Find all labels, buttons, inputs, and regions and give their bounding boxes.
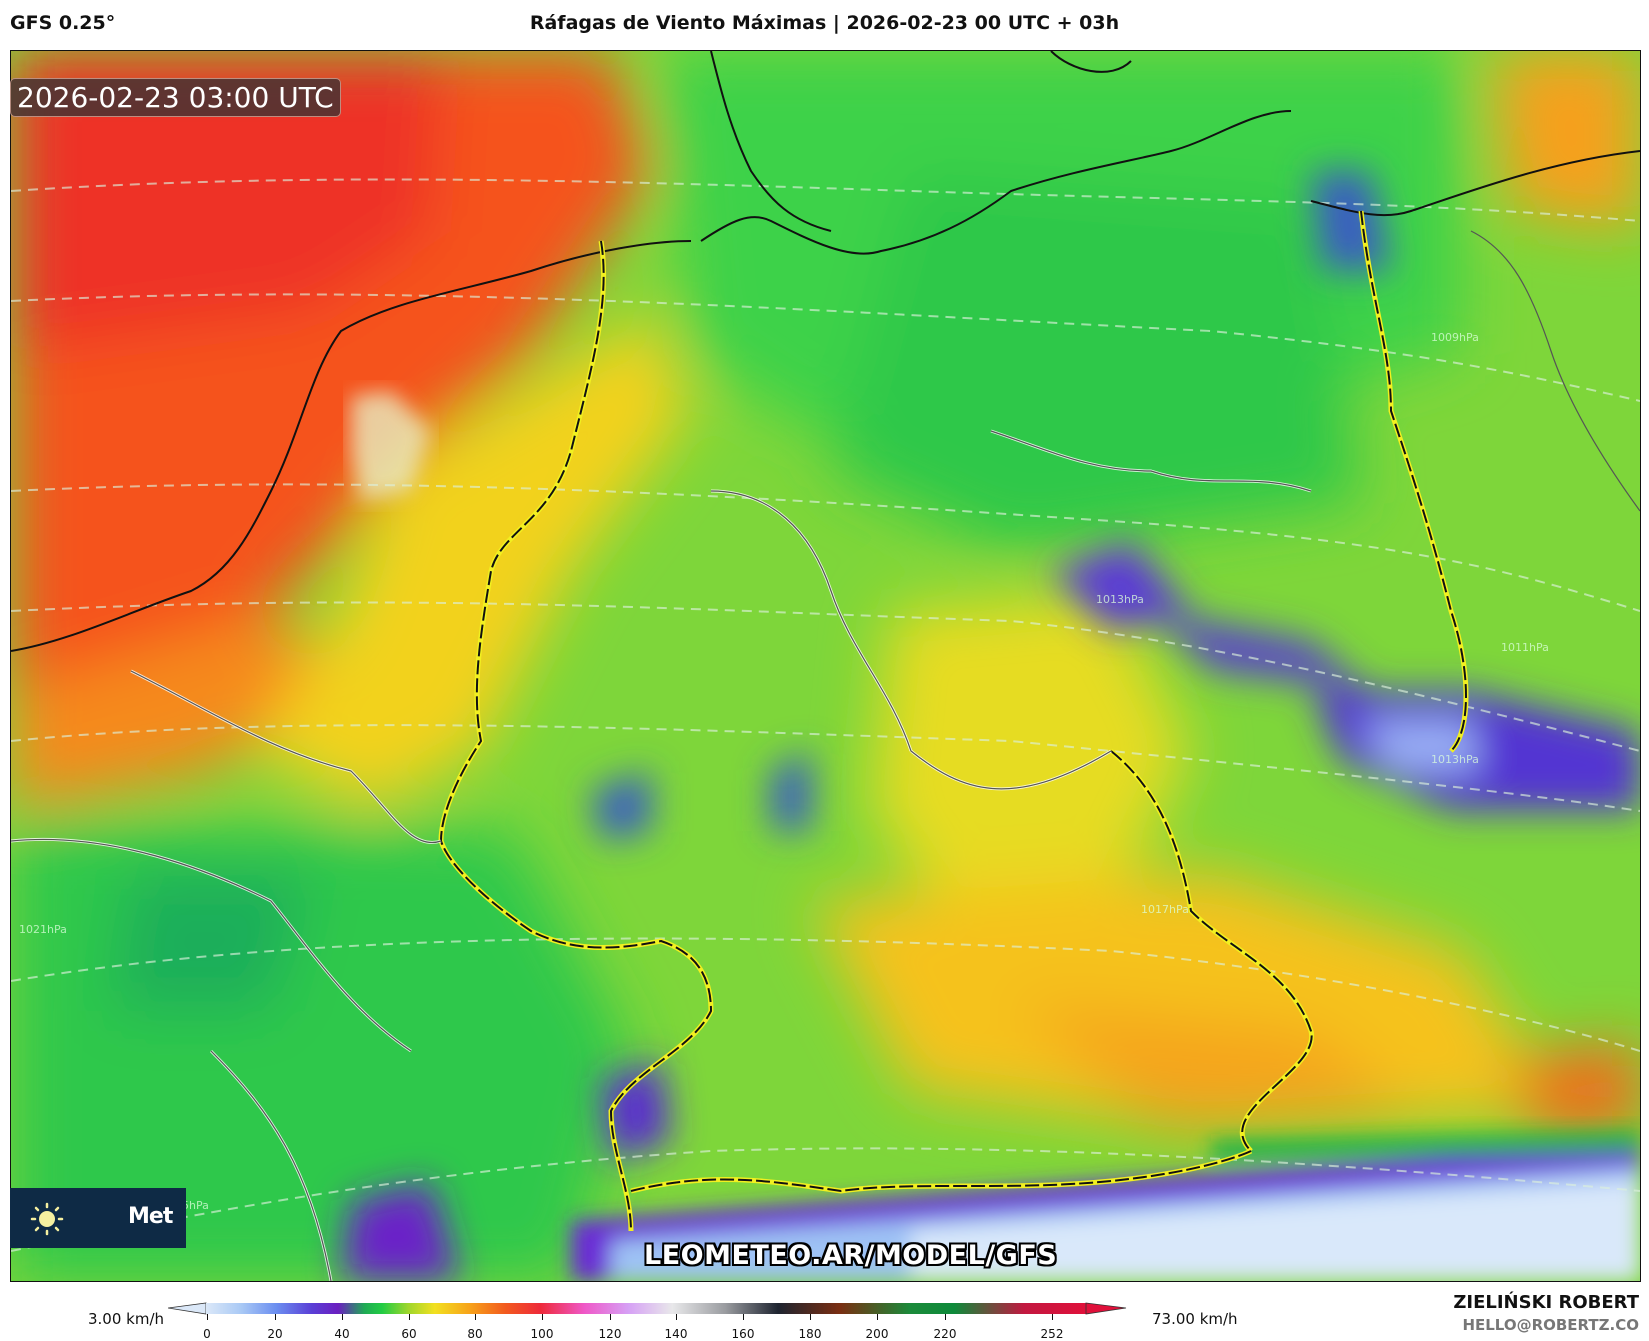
site-logo[interactable]: Met: [10, 1188, 186, 1248]
colorbar-tick: 0: [203, 1327, 211, 1341]
colorbar-tick: 120: [598, 1327, 622, 1341]
author-name: ZIELIŃSKI ROBERT: [1453, 1292, 1639, 1313]
isobar-label: 1013hPa: [1431, 753, 1479, 766]
colorbar-tick: 20: [267, 1327, 283, 1341]
colorbar-tick: 220: [933, 1327, 957, 1341]
colorbar-tick: 252: [1040, 1327, 1064, 1341]
colorbar-max-label: 73.00 km/h: [1152, 1310, 1238, 1328]
sun-icon: [30, 1202, 64, 1240]
isobar-label: 1013hPa: [1096, 593, 1144, 606]
colorbar: [168, 1302, 1127, 1315]
source-watermark: LEOMETEO.AR/MODEL/GFS: [644, 1240, 1058, 1271]
colorbar-tick: 60: [401, 1327, 417, 1341]
author-email[interactable]: HELLO@ROBERTZ.CO: [1462, 1316, 1639, 1334]
valid-time-label: 2026-02-23 03:00 UTC: [10, 78, 341, 117]
colorbar-tick: 40: [334, 1327, 350, 1341]
chart-title: Ráfagas de Viento Máximas | 2026-02-23 0…: [529, 12, 1120, 34]
map-field: 1021hPa 1025hPa 1009hPa 1011hPa 1013hPa …: [11, 51, 1640, 1281]
wind-gust-map[interactable]: 1021hPa 1025hPa 1009hPa 1011hPa 1013hPa …: [10, 50, 1641, 1282]
logo-text: Met: [128, 1204, 173, 1229]
isobar-label: 1011hPa: [1501, 641, 1549, 654]
colorbar-tick: 160: [731, 1327, 755, 1341]
colorbar-tick: 200: [865, 1327, 889, 1341]
isobar-label: 1017hPa: [1141, 903, 1189, 916]
colorbar-tick: 100: [530, 1327, 554, 1341]
isobar-label: 1009hPa: [1431, 331, 1479, 344]
colorbar-min-label: 3.00 km/h: [88, 1310, 165, 1328]
colorbar-tick: 140: [664, 1327, 688, 1341]
model-label: GFS 0.25°: [10, 12, 116, 34]
colorbar-tick: 80: [467, 1327, 483, 1341]
colorbar-tick: 180: [798, 1327, 822, 1341]
isobar-label: 1021hPa: [19, 923, 67, 936]
